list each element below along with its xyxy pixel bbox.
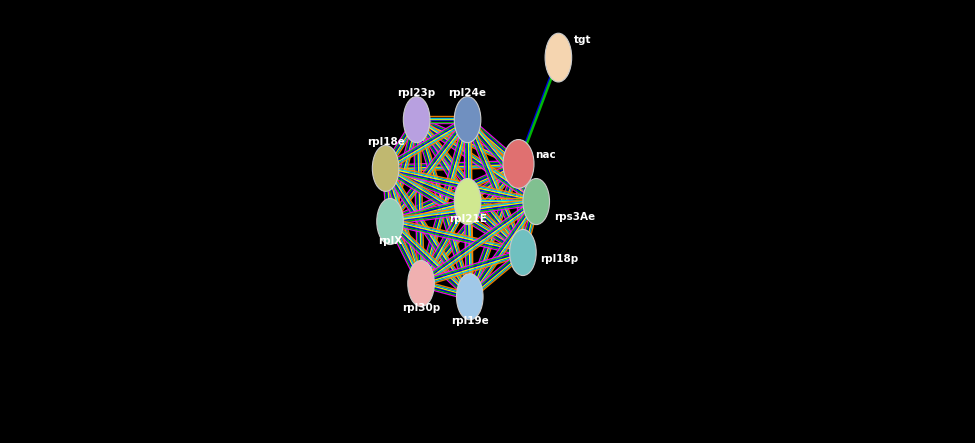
Ellipse shape xyxy=(456,274,483,320)
Text: nac: nac xyxy=(535,150,556,160)
Text: rpl23p: rpl23p xyxy=(398,88,436,98)
Ellipse shape xyxy=(510,229,536,276)
Ellipse shape xyxy=(545,33,571,82)
Text: rpl24e: rpl24e xyxy=(448,88,487,98)
Text: rps3Ae: rps3Ae xyxy=(554,212,595,222)
Ellipse shape xyxy=(408,260,434,307)
Text: tgt: tgt xyxy=(574,35,592,45)
Text: rpl18e: rpl18e xyxy=(367,137,405,147)
Ellipse shape xyxy=(523,179,550,225)
Ellipse shape xyxy=(454,179,481,225)
Text: rpl30p: rpl30p xyxy=(402,303,440,313)
Ellipse shape xyxy=(404,97,430,143)
Text: rpl18p: rpl18p xyxy=(540,254,578,264)
Ellipse shape xyxy=(503,140,534,188)
Text: rplX: rplX xyxy=(378,237,402,246)
Ellipse shape xyxy=(376,198,404,245)
Ellipse shape xyxy=(372,145,399,191)
Ellipse shape xyxy=(454,97,481,143)
Text: rpl19e: rpl19e xyxy=(450,316,488,326)
Text: rpl21E: rpl21E xyxy=(448,214,487,224)
